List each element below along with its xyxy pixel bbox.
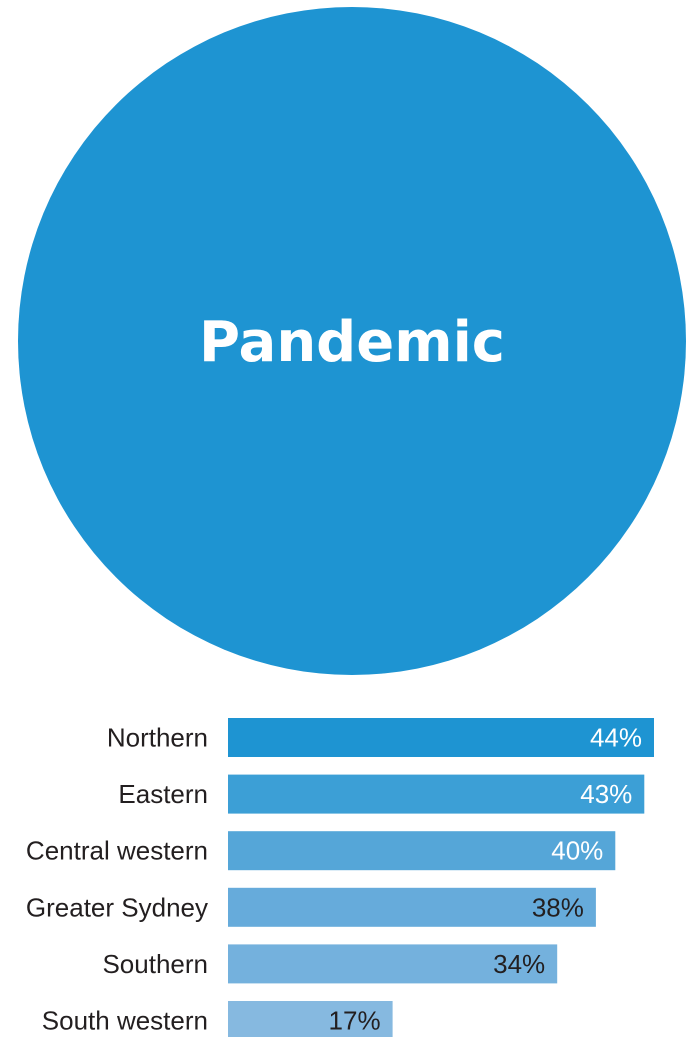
chart-title: Pandemic (199, 310, 505, 375)
category-label: Central western (26, 836, 208, 866)
value-label: 17% (329, 1006, 381, 1036)
value-label: 43% (580, 779, 632, 809)
category-label: Greater Sydney (26, 892, 208, 922)
bar-southern (228, 944, 558, 984)
value-label: 44% (590, 723, 642, 753)
category-label: Northern (107, 723, 208, 753)
category-label: Southern (102, 949, 208, 979)
category-label: South western (42, 1006, 208, 1036)
pandemic-circle (18, 7, 686, 675)
bar-central-western (228, 831, 616, 871)
value-label: 40% (551, 836, 603, 866)
bar-south-western (228, 1001, 393, 1037)
category-label: Eastern (118, 779, 208, 809)
bar-eastern (228, 774, 645, 814)
bar-group: Northern 44% Eastern 43% Central western 40% G… (26, 718, 654, 1037)
bar-northern (228, 718, 654, 757)
value-label: 34% (493, 949, 545, 979)
value-label: 38% (532, 892, 584, 922)
bar-greater-sydney (228, 887, 596, 927)
